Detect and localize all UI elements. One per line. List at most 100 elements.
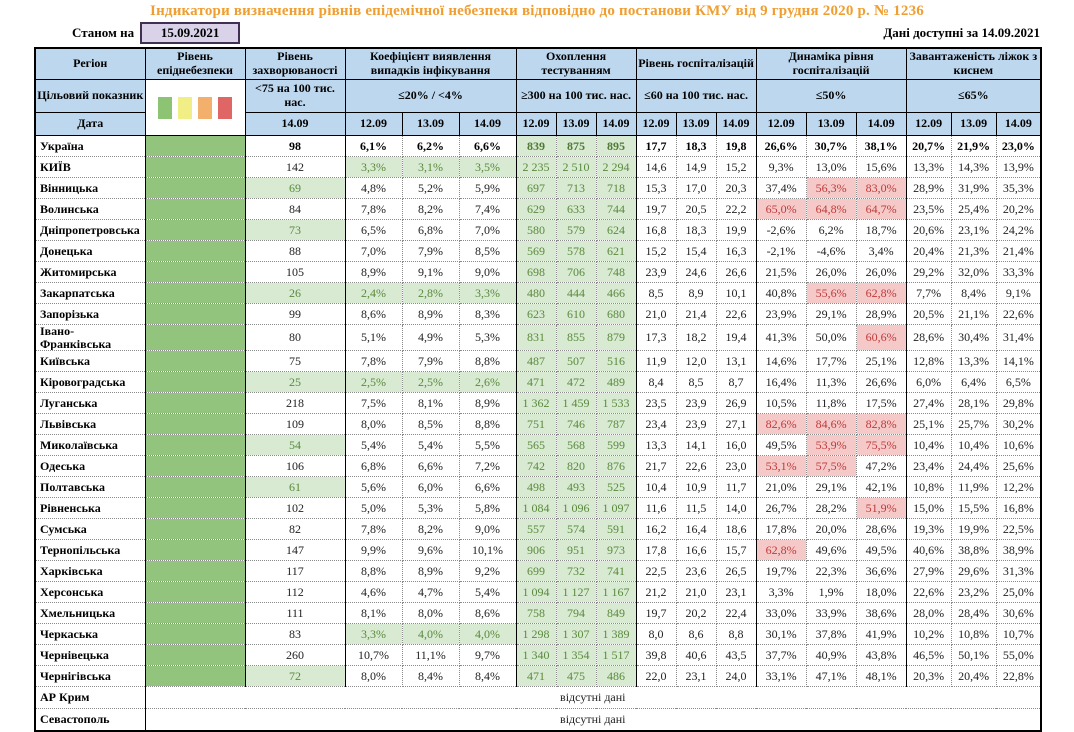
testing-cell: 1 096: [556, 497, 597, 520]
hosp-cell: 26,9: [716, 392, 757, 415]
oxygen-cell: 21,1%: [951, 303, 997, 325]
testing-cell: 831: [516, 324, 557, 352]
date-cell: 12.09: [515, 112, 557, 136]
epi-level-cell: [145, 539, 246, 562]
oxygen-cell: 40,6%: [906, 539, 952, 562]
region-cell: Одеська: [35, 455, 146, 478]
dynamics-cell: 65,0%: [756, 198, 807, 220]
detection-cell: 6,6%: [459, 135, 517, 157]
dynamics-cell: 47,2%: [856, 455, 907, 478]
hosp-cell: 23,6: [676, 560, 717, 583]
detection-cell: 7,4%: [459, 198, 517, 220]
incidence-cell: 80: [245, 324, 346, 352]
table-row: Житомирська 105 8,9% 9,1% 9,0% 698 706 748 23,9 2…: [35, 261, 1042, 283]
dynamics-cell: 43,8%: [856, 644, 907, 667]
oxygen-beds-target: ≤65%: [905, 79, 1042, 113]
dynamics-header: Динаміка рівня госпіталізацій: [755, 47, 907, 80]
table-row: Дніпропетровська 73 6,5% 6,8% 7,0% 580 579 624 1…: [35, 219, 1042, 241]
detection-cell: 11,1%: [402, 644, 460, 667]
hosp-cell: 12,0: [676, 350, 717, 373]
oxygen-cell: 24,4%: [951, 455, 997, 478]
oxygen-cell: 23,0%: [996, 135, 1042, 157]
dynamics-cell: 16,4%: [756, 371, 807, 394]
epi-level-legend: [144, 79, 246, 136]
detection-target: ≤20% / <4%: [344, 79, 517, 113]
dynamics-cell: 22,3%: [806, 560, 857, 583]
table-row: Чернігівська 72 8,0% 8,4% 8,4% 471 475 486 22,0 2…: [35, 665, 1042, 688]
hosp-cell: 8,7: [716, 371, 757, 394]
hosp-cell: 23,1: [676, 665, 717, 688]
hosp-cell: 43,5: [716, 644, 757, 667]
oxygen-cell: 20,7%: [906, 135, 952, 157]
hosp-cell: 15,3: [636, 177, 677, 199]
incidence-cell: 105: [245, 261, 346, 283]
no-data-cell: відсутні дані: [145, 686, 1042, 710]
region-cell: Закарпатська: [35, 282, 146, 304]
table-row: КИЇВ 142 3,3% 3,1% 3,5% 2 235 2 510 2 294 14,6 14…: [35, 156, 1042, 178]
testing-cell: 973: [596, 539, 637, 562]
detection-cell: 7,9%: [402, 240, 460, 262]
hosp-cell: 22,6: [676, 455, 717, 478]
testing-cell: 794: [556, 602, 597, 625]
detection-cell: 8,5%: [402, 413, 460, 436]
dynamics-cell: 1,9%: [806, 581, 857, 604]
incidence-cell: 73: [245, 219, 346, 241]
testing-cell: 787: [596, 413, 637, 436]
hosp-cell: 14,6: [636, 156, 677, 178]
dynamics-cell: 21,0%: [756, 476, 807, 499]
hosp-cell: 23,9: [676, 413, 717, 436]
hosp-cell: 10,4: [636, 476, 677, 499]
oxygen-beds-header: Завантаженість ліжок з киснем: [905, 47, 1042, 80]
epi-level-cell: [145, 282, 246, 304]
testing-cell: 741: [596, 560, 637, 583]
hosp-cell: 8,9: [676, 282, 717, 304]
dynamics-cell: 17,7%: [806, 350, 857, 373]
epi-level-cell: [145, 455, 246, 478]
region-cell: Волинська: [35, 198, 146, 220]
testing-cell: 507: [556, 350, 597, 373]
hosp-cell: 10,1: [716, 282, 757, 304]
oxygen-cell: 22,6%: [996, 303, 1042, 325]
hosp-cell: 8,4: [636, 371, 677, 394]
hosp-cell: 23,1: [716, 581, 757, 604]
oxygen-cell: 20,6%: [906, 219, 952, 241]
oxygen-cell: 55,0%: [996, 644, 1042, 667]
detection-cell: 5,4%: [345, 434, 403, 457]
detection-cell: 5,4%: [402, 434, 460, 457]
table-row: АР Крим відсутні дані: [35, 686, 1042, 710]
dynamics-cell: 29,1%: [806, 303, 857, 325]
testing-cell: 471: [516, 665, 557, 688]
table-row: Херсонська 112 4,6% 4,7% 5,4% 1 094 1 127 1 167…: [35, 581, 1042, 604]
dynamics-cell: -4,6%: [806, 240, 857, 262]
region-cell: Луганська: [35, 392, 146, 415]
detection-cell: 3,3%: [345, 623, 403, 646]
date-cell: 12.09: [635, 112, 677, 136]
detection-cell: 10,7%: [345, 644, 403, 667]
detection-cell: 8,0%: [345, 665, 403, 688]
incidence-cell: 99: [245, 303, 346, 325]
hosp-cell: 19,4: [716, 324, 757, 352]
data-available-label: Дані доступні за: [883, 25, 979, 40]
table-row: Київська 75 7,8% 7,9% 8,8% 487 507 516 11,9 12,0 1…: [35, 350, 1042, 373]
region-cell: Сумська: [35, 518, 146, 541]
oxygen-cell: 21,9%: [951, 135, 997, 157]
detection-cell: 8,8%: [459, 350, 517, 373]
hosp-cell: 24,0: [716, 665, 757, 688]
table-row: Україна 98 6,1% 6,2% 6,6% 839 875 895 17,7 18,3 19…: [35, 135, 1042, 157]
dynamics-cell: -2,1%: [756, 240, 807, 262]
dynamics-cell: 9,3%: [756, 156, 807, 178]
indicators-table: Регіон Рівень епіднебезпеки Рівень захво…: [34, 47, 1043, 732]
oxygen-cell: 10,2%: [906, 623, 952, 646]
table-body: Україна 98 6,1% 6,2% 6,6% 839 875 895 17,7 18,3 19…: [35, 135, 1042, 732]
region-cell: Севастополь: [35, 708, 146, 732]
dynamics-cell: 37,8%: [806, 623, 857, 646]
dynamics-cell: 14,6%: [756, 350, 807, 373]
testing-cell: 580: [516, 219, 557, 241]
incidence-cell: 69: [245, 177, 346, 199]
detection-cell: 8,2%: [402, 518, 460, 541]
dynamics-cell: 41,9%: [856, 623, 907, 646]
oxygen-cell: 10,8%: [951, 623, 997, 646]
dynamics-cell: 50,0%: [806, 324, 857, 352]
testing-cell: 1 084: [516, 497, 557, 520]
hosp-cell: 16,6: [676, 539, 717, 562]
